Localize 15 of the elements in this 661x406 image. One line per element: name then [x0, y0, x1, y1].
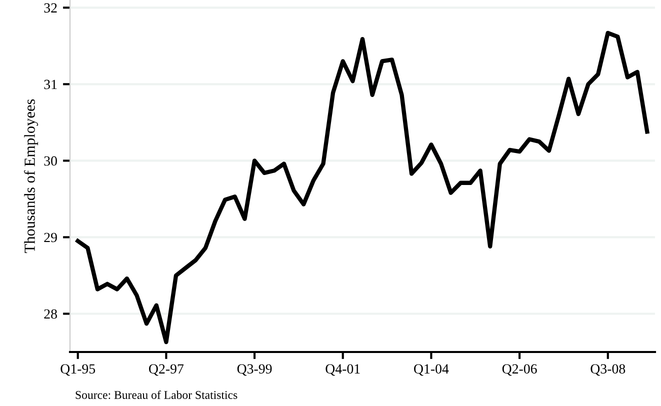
x-tick-label: Q2-06 — [502, 364, 537, 376]
y-tick-label: 31 — [44, 80, 57, 90]
x-tick-label: Q1-04 — [414, 364, 449, 376]
source-note: Source: Bureau of Labor Statistics — [76, 390, 238, 400]
y-tick-label: 30 — [44, 156, 57, 166]
y-tick-label: 28 — [44, 309, 57, 319]
x-tick-label: Q1-95 — [60, 364, 96, 376]
y-axis-title: Thousands of Employees — [24, 99, 38, 253]
x-tick-label: Q4-01 — [326, 364, 360, 376]
y-tick-label: 32 — [44, 3, 57, 13]
x-tick-label: Q3-08 — [590, 364, 626, 376]
line-series — [76, 30, 650, 344]
x-tick-label: Q2-97 — [149, 364, 184, 376]
x-tick-label: Q3-99 — [237, 364, 272, 376]
y-tick-label: 29 — [44, 232, 57, 242]
